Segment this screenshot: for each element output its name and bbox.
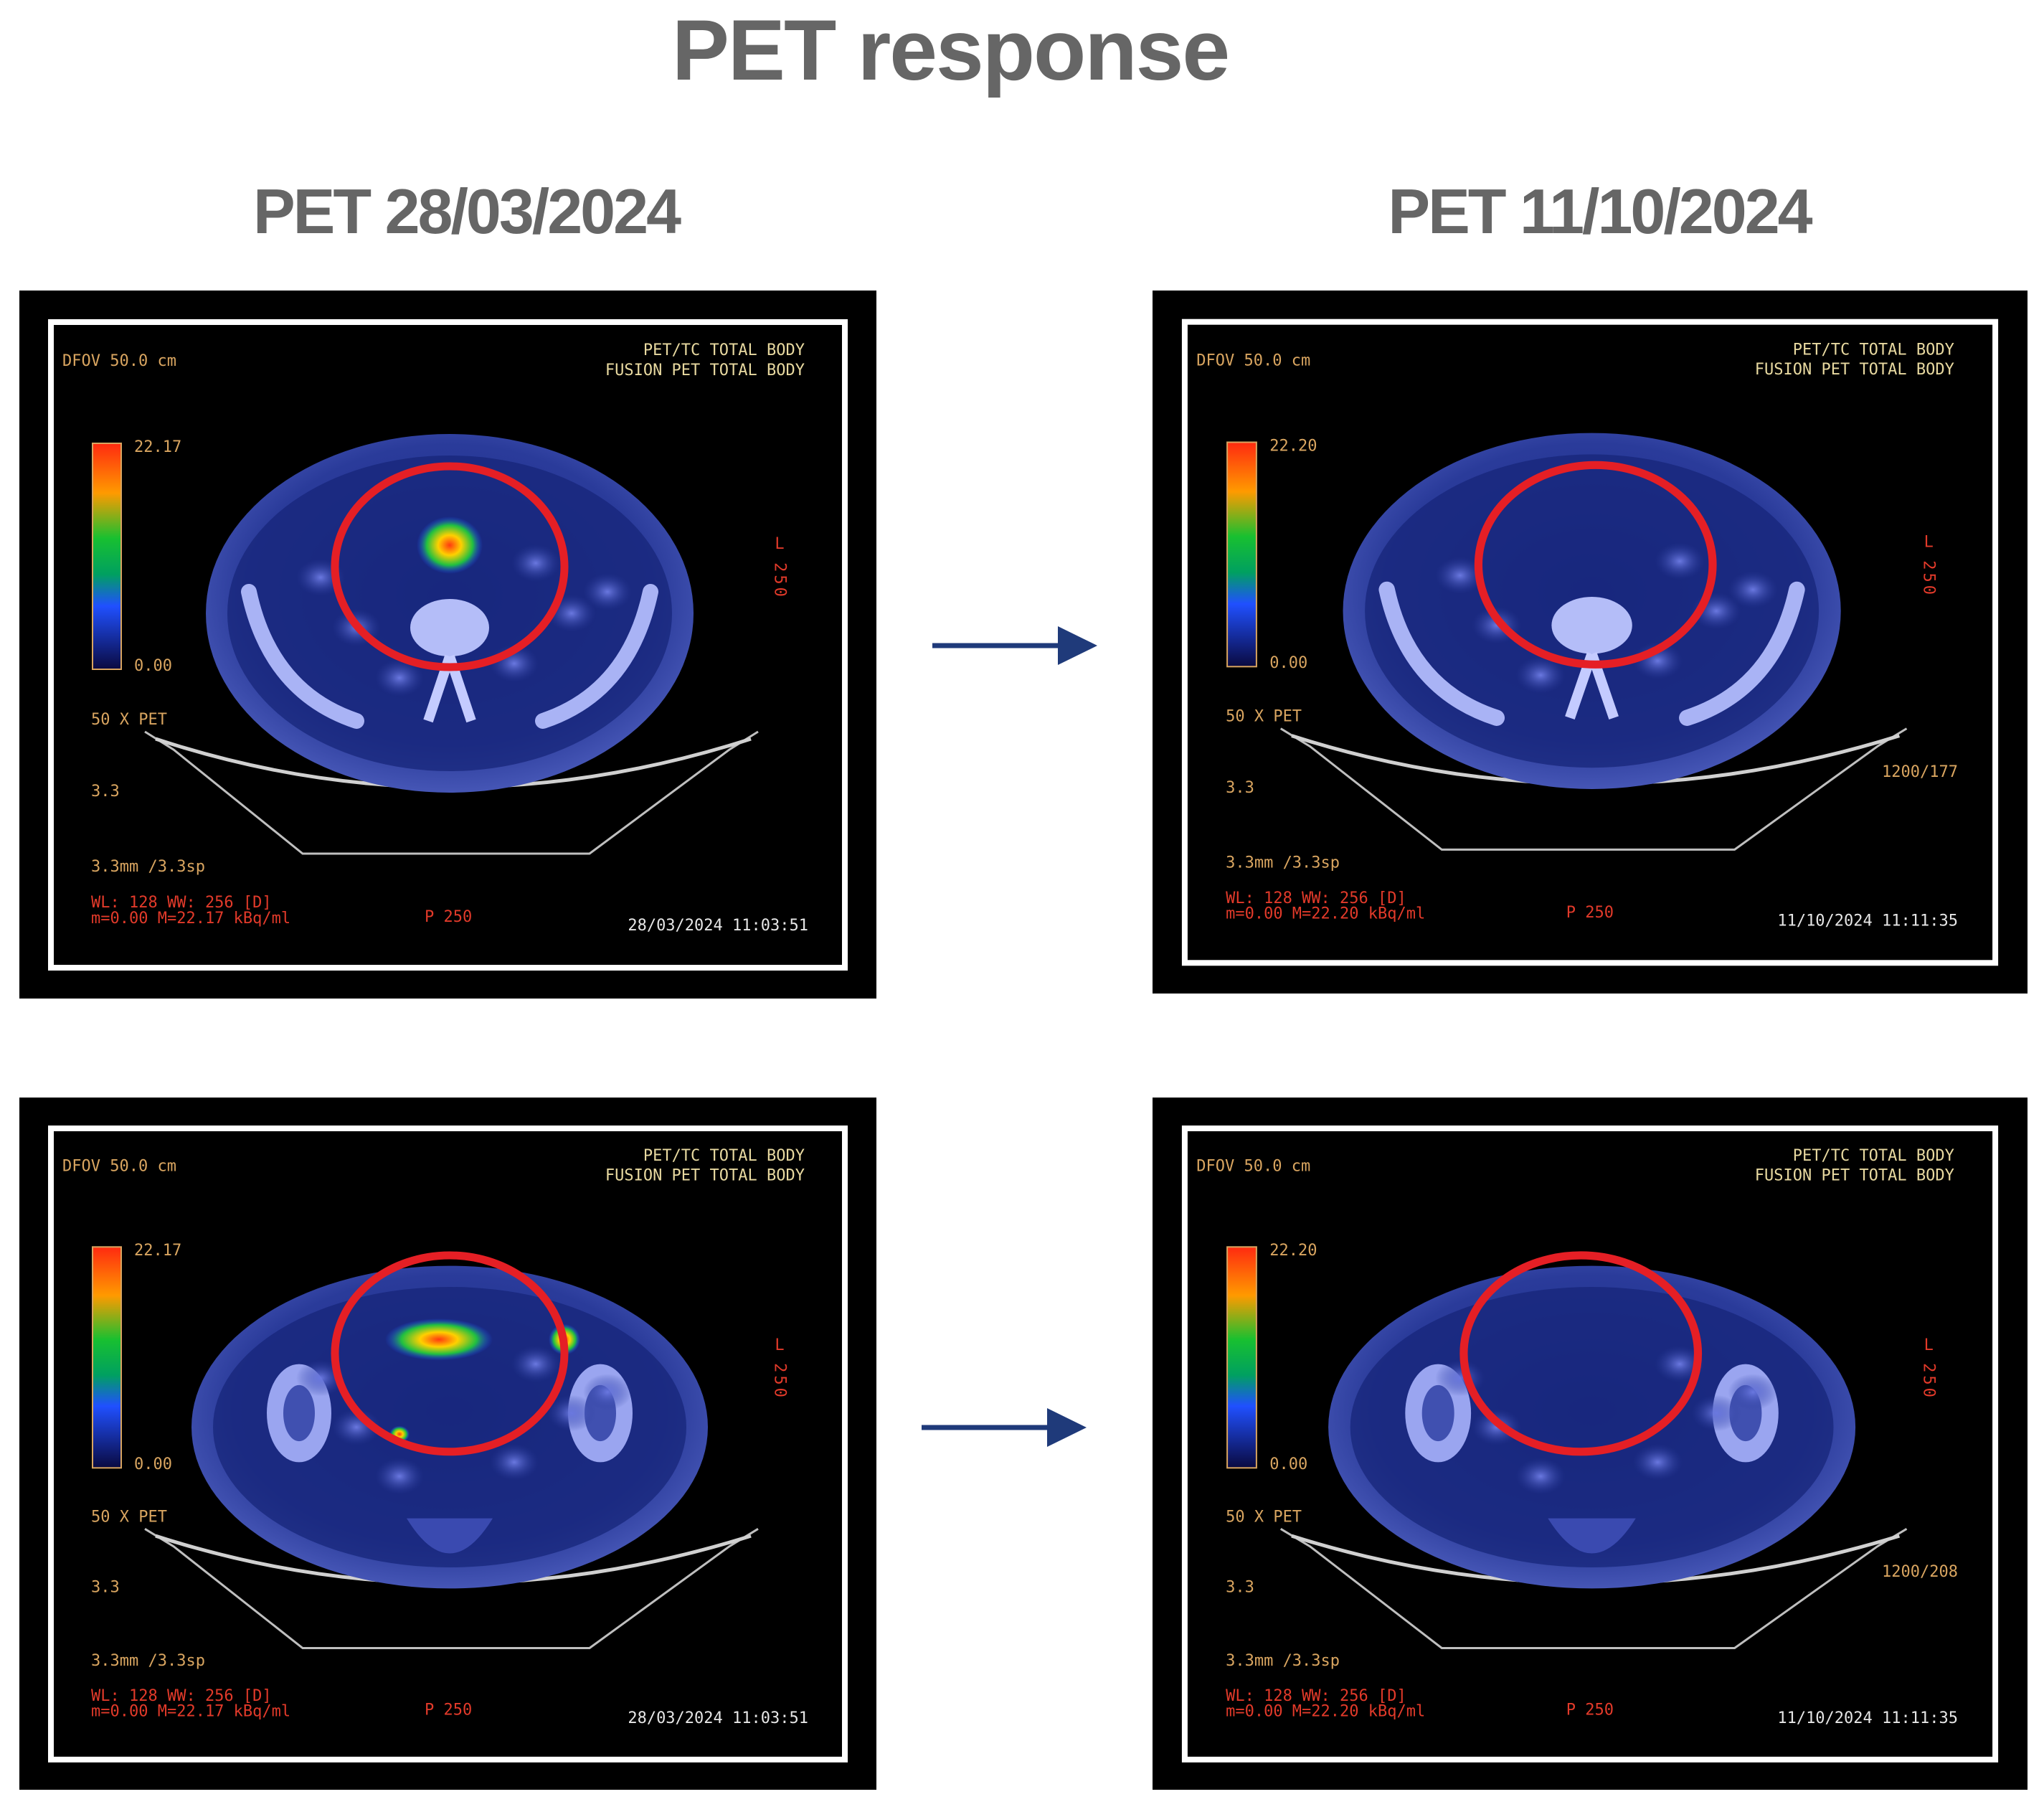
overlay-dfov: DFOV 50.0 cm <box>1196 1158 1310 1176</box>
overlay-scale-max: 22.20 <box>1269 437 1317 455</box>
overlay-spacing: 3.3mm /3.3sp <box>1226 1652 1340 1670</box>
overlay-scale-min: 0.00 <box>134 657 172 675</box>
overlay-dfov: DFOV 50.0 cm <box>62 352 176 370</box>
overlay-orient-number: 250 <box>771 562 789 600</box>
overlay-range: m=0.00 M=22.20 kBq/ml <box>1226 1702 1425 1720</box>
overlay-position: P 250 <box>1566 904 1614 922</box>
overlay-range: m=0.00 M=22.17 kBq/ml <box>91 910 290 928</box>
overlay-thickness: 3.3 <box>1226 779 1254 797</box>
overlay-position: P 250 <box>425 1701 472 1719</box>
overlay-wl: WL: 128 WW: 256 [D] <box>91 1687 272 1705</box>
overlay-extra: 1200/208 <box>1882 1563 1958 1581</box>
overlay-header-line1: PET/TC TOTAL BODY <box>643 1147 805 1165</box>
overlay-header-line2: FUSION PET TOTAL BODY <box>605 362 805 379</box>
overlay-orient-number: 250 <box>1920 560 1938 598</box>
overlay-spacing: 3.3mm /3.3sp <box>91 1652 205 1670</box>
overlay-position: P 250 <box>1566 1701 1614 1719</box>
color-scale-bar <box>1226 1246 1257 1469</box>
scan-table <box>144 1528 759 1649</box>
overlay-thickness: 3.3 <box>91 783 120 801</box>
overlay-scale-max: 22.20 <box>1269 1242 1317 1260</box>
overlay-spacing: 3.3mm /3.3sp <box>91 858 205 876</box>
scan-table <box>1279 1528 1908 1649</box>
overlay-scale-min: 0.00 <box>1269 654 1307 672</box>
tracer-uptake-hotspot <box>417 516 483 574</box>
overlay-zoom: 50 X PET <box>1226 708 1302 726</box>
region-of-interest-circle <box>1459 1251 1703 1456</box>
overlay-extra: 1200/177 <box>1882 763 1958 781</box>
color-scale-bar <box>1226 441 1257 668</box>
scan-frame <box>48 1126 848 1763</box>
overlay-header-line1: PET/TC TOTAL BODY <box>1793 1147 1954 1165</box>
overlay-range: m=0.00 M=22.17 kBq/ml <box>91 1702 290 1720</box>
arrow-right-icon <box>922 1408 1087 1447</box>
overlay-orient: L <box>775 1336 784 1354</box>
pet-scan-image: DFOV 50.0 cm PET/TC TOTAL BODY FUSION PET … <box>48 319 848 971</box>
overlay-header-line2: FUSION PET TOTAL BODY <box>1755 1166 1954 1184</box>
overlay-zoom: 50 X PET <box>91 1509 167 1526</box>
overlay-timestamp: 28/03/2024 11:03:51 <box>628 1709 808 1727</box>
color-scale-bar <box>92 1246 122 1469</box>
overlay-zoom: 50 X PET <box>91 711 167 729</box>
overlay-thickness: 3.3 <box>1226 1578 1254 1596</box>
overlay-timestamp: 28/03/2024 11:03:51 <box>628 917 808 935</box>
region-of-interest-circle <box>331 1251 569 1456</box>
tracer-uptake-hotspot <box>385 1318 493 1361</box>
overlay-scale-min: 0.00 <box>134 1455 172 1473</box>
overlay-timestamp: 11/10/2024 11:11:35 <box>1777 912 1958 930</box>
page-title: PET response <box>671 2 1230 98</box>
overlay-header-line1: PET/TC TOTAL BODY <box>643 341 805 359</box>
overlay-orient: L <box>1924 533 1934 551</box>
overlay-orient-number: 250 <box>1920 1363 1938 1400</box>
overlay-wl: WL: 128 WW: 256 [D] <box>1226 890 1406 907</box>
pet-scan-panel-baseline-lower: DFOV 50.0 cm PET/TC TOTAL BODY FUSION PET … <box>19 1098 876 1790</box>
overlay-scale-max: 22.17 <box>134 438 181 456</box>
column-heading-baseline: PET 28/03/2024 <box>252 176 681 247</box>
pet-scan-panel-followup-upper: DFOV 50.0 cm PET/TC TOTAL BODY FUSION PET … <box>1153 291 2028 994</box>
arrow-right-icon <box>932 626 1097 665</box>
overlay-orient: L <box>775 535 784 553</box>
overlay-orient-number: 250 <box>771 1363 789 1400</box>
overlay-dfov: DFOV 50.0 cm <box>62 1158 176 1176</box>
overlay-thickness: 3.3 <box>91 1578 120 1596</box>
overlay-zoom: 50 X PET <box>1226 1509 1302 1526</box>
overlay-dfov: DFOV 50.0 cm <box>1196 351 1310 369</box>
color-scale-bar <box>92 443 122 670</box>
region-of-interest-circle <box>331 462 569 671</box>
overlay-scale-min: 0.00 <box>1269 1455 1307 1473</box>
overlay-position: P 250 <box>425 908 472 926</box>
overlay-spacing: 3.3mm /3.3sp <box>1226 854 1340 872</box>
overlay-wl: WL: 128 WW: 256 [D] <box>91 894 272 912</box>
pet-scan-panel-baseline-upper: DFOV 50.0 cm PET/TC TOTAL BODY FUSION PET … <box>19 291 876 999</box>
overlay-timestamp: 11/10/2024 11:11:35 <box>1777 1709 1958 1727</box>
overlay-header-line2: FUSION PET TOTAL BODY <box>1755 361 1954 379</box>
overlay-wl: WL: 128 WW: 256 [D] <box>1226 1687 1406 1705</box>
scan-table <box>1279 727 1908 851</box>
column-heading-followup: PET 11/10/2024 <box>1388 176 1812 247</box>
overlay-header-line1: PET/TC TOTAL BODY <box>1793 341 1954 359</box>
overlay-range: m=0.00 M=22.20 kBq/ml <box>1226 905 1425 923</box>
overlay-scale-max: 22.17 <box>134 1242 181 1260</box>
overlay-header-line2: FUSION PET TOTAL BODY <box>605 1166 805 1184</box>
region-of-interest-circle <box>1474 461 1717 669</box>
pet-scan-image: DFOV 50.0 cm PET/TC TOTAL BODY FUSION PET … <box>1181 318 1999 966</box>
overlay-orient: L <box>1924 1336 1934 1354</box>
scan-table <box>144 730 759 855</box>
pet-scan-panel-followup-lower: DFOV 50.0 cm PET/TC TOTAL BODY FUSION PET … <box>1153 1098 2028 1790</box>
